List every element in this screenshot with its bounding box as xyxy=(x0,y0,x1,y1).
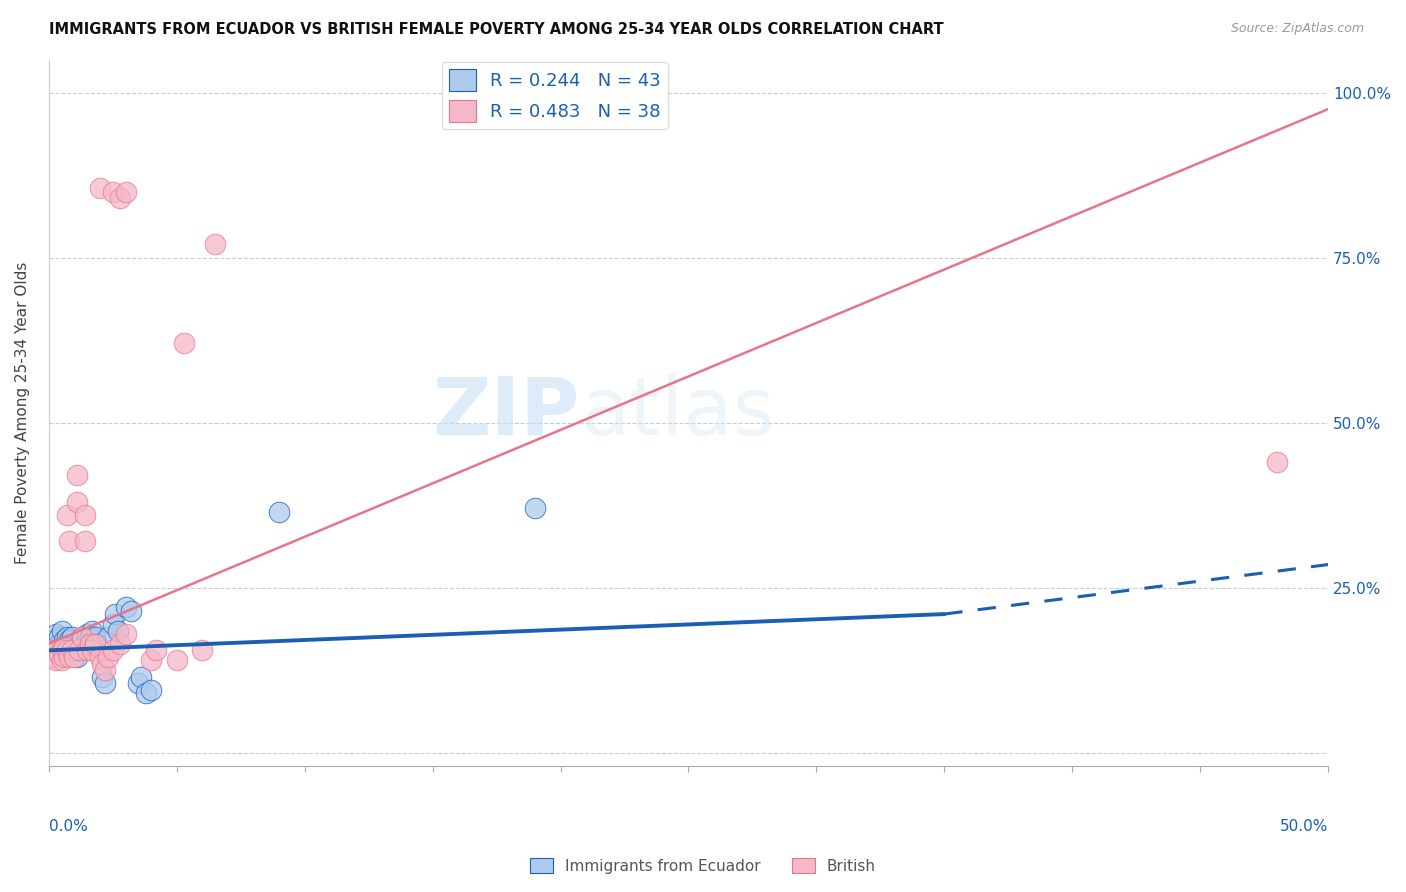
Point xyxy=(51,653,73,667)
Point xyxy=(73,534,96,549)
Text: 0.0%: 0.0% xyxy=(49,819,87,834)
Text: ZIP: ZIP xyxy=(433,374,579,451)
Point xyxy=(58,640,80,654)
Point xyxy=(173,336,195,351)
Point xyxy=(82,643,104,657)
Point xyxy=(48,637,70,651)
Point xyxy=(55,643,77,657)
Point xyxy=(94,676,117,690)
Point xyxy=(101,643,124,657)
Point xyxy=(91,657,114,671)
Point xyxy=(66,650,89,665)
Point xyxy=(55,630,77,644)
Point xyxy=(76,627,98,641)
Point xyxy=(60,643,83,657)
Point xyxy=(94,663,117,677)
Point xyxy=(63,650,86,665)
Point xyxy=(45,653,67,667)
Point xyxy=(91,670,114,684)
Point xyxy=(145,643,167,657)
Point xyxy=(114,627,136,641)
Point xyxy=(70,630,93,644)
Legend: R = 0.244   N = 43, R = 0.483   N = 38: R = 0.244 N = 43, R = 0.483 N = 38 xyxy=(441,62,668,129)
Point xyxy=(110,637,132,651)
Point xyxy=(58,633,80,648)
Text: Source: ZipAtlas.com: Source: ZipAtlas.com xyxy=(1230,22,1364,36)
Point xyxy=(139,653,162,667)
Point xyxy=(79,630,101,644)
Point xyxy=(51,640,73,654)
Point xyxy=(53,650,76,665)
Point xyxy=(63,637,86,651)
Point xyxy=(86,637,108,651)
Point xyxy=(139,683,162,698)
Point xyxy=(89,181,111,195)
Point xyxy=(204,237,226,252)
Legend: Immigrants from Ecuador, British: Immigrants from Ecuador, British xyxy=(524,852,882,880)
Point xyxy=(60,630,83,644)
Point xyxy=(101,185,124,199)
Point xyxy=(73,508,96,522)
Point xyxy=(66,495,89,509)
Point xyxy=(267,505,290,519)
Text: 50.0%: 50.0% xyxy=(1279,819,1329,834)
Point xyxy=(51,624,73,638)
Point xyxy=(39,643,62,657)
Point xyxy=(89,643,111,657)
Text: atlas: atlas xyxy=(579,374,775,451)
Point xyxy=(39,643,62,657)
Point xyxy=(129,670,152,684)
Point xyxy=(1265,455,1288,469)
Point xyxy=(76,643,98,657)
Point xyxy=(55,508,77,522)
Point xyxy=(66,468,89,483)
Point xyxy=(42,650,65,665)
Point xyxy=(53,640,76,654)
Point xyxy=(166,653,188,667)
Point xyxy=(101,617,124,632)
Text: IMMIGRANTS FROM ECUADOR VS BRITISH FEMALE POVERTY AMONG 25-34 YEAR OLDS CORRELAT: IMMIGRANTS FROM ECUADOR VS BRITISH FEMAL… xyxy=(49,22,943,37)
Point xyxy=(58,534,80,549)
Point xyxy=(42,633,65,648)
Point xyxy=(45,627,67,641)
Point xyxy=(114,185,136,199)
Point xyxy=(107,624,129,638)
Point xyxy=(114,600,136,615)
Point xyxy=(523,501,546,516)
Point xyxy=(82,624,104,638)
Point xyxy=(55,637,77,651)
Point xyxy=(73,637,96,651)
Point xyxy=(48,647,70,661)
Point xyxy=(79,637,101,651)
Point xyxy=(191,643,214,657)
Point xyxy=(69,643,91,657)
Y-axis label: Female Poverty Among 25-34 Year Olds: Female Poverty Among 25-34 Year Olds xyxy=(15,261,30,564)
Point xyxy=(60,643,83,657)
Point xyxy=(69,643,91,657)
Point xyxy=(58,650,80,665)
Point xyxy=(110,191,132,205)
Point xyxy=(127,676,149,690)
Point xyxy=(135,686,157,700)
Point xyxy=(45,643,67,657)
Point xyxy=(97,630,120,644)
Point xyxy=(104,607,127,621)
Point xyxy=(45,643,67,657)
Point xyxy=(51,643,73,657)
Point xyxy=(89,650,111,665)
Point xyxy=(53,643,76,657)
Point xyxy=(83,637,105,651)
Point xyxy=(97,650,120,665)
Point xyxy=(42,640,65,654)
Point xyxy=(63,643,86,657)
Point xyxy=(53,633,76,648)
Point xyxy=(83,630,105,644)
Point xyxy=(70,630,93,644)
Point xyxy=(120,604,142,618)
Point xyxy=(48,630,70,644)
